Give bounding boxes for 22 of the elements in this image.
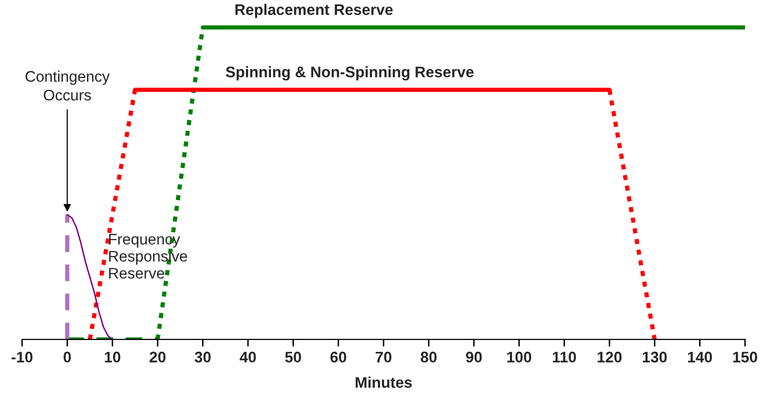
- x-tick-label: 100: [507, 352, 532, 362]
- x-tick-label: 0: [64, 352, 71, 362]
- x-axis-title: Minutes: [356, 376, 412, 388]
- x-tick-label: 140: [688, 352, 712, 362]
- x-tick-label: 10: [104, 352, 120, 362]
- x-tick-label: 110: [552, 352, 576, 362]
- x-tick-label: 30: [194, 352, 211, 363]
- series-label: Spinning & Non-Spinning Reserve: [226, 66, 474, 80]
- x-tick-label: -10: [12, 352, 32, 362]
- x-tick-label: 150: [733, 352, 758, 362]
- x-tick-label: 130: [642, 352, 667, 363]
- x-tick-label: 50: [285, 352, 302, 362]
- series-label: Replacement Reserve: [235, 4, 393, 18]
- annotation: Contingency Occurs: [26, 70, 110, 101]
- x-tick-label: 120: [598, 352, 622, 362]
- x-tick-label: 90: [466, 352, 482, 362]
- x-tick-label: 20: [150, 352, 166, 362]
- x-tick-label: 60: [330, 352, 346, 362]
- series-label: Frequency Responsive Reserve: [109, 234, 188, 279]
- x-tick-label: 40: [240, 352, 256, 362]
- x-tick-label: 70: [376, 352, 392, 362]
- x-tick-label: 80: [420, 352, 437, 362]
